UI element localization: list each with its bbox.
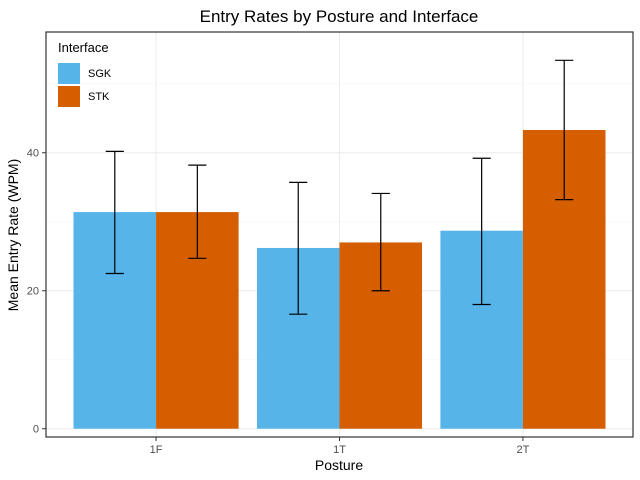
y-tick-label: 0 <box>33 424 39 436</box>
legend-title: Interface <box>58 40 109 55</box>
x-axis-title: Posture <box>315 457 363 473</box>
legend-key-sgk <box>58 63 80 84</box>
x-tick-label: 1F <box>150 444 163 456</box>
chart-title: Entry Rates by Posture and Interface <box>200 7 479 26</box>
legend: Interface SGK STK <box>58 40 112 107</box>
x-tick-label: 1T <box>333 444 346 456</box>
y-tick-label: 20 <box>27 286 39 298</box>
legend-label-stk: STK <box>88 91 110 103</box>
legend-key-stk <box>58 86 80 107</box>
axis-ticks: 0 20 40 1F 1T 2T <box>27 148 530 456</box>
y-axis-title: Mean Entry Rate (WPM) <box>5 159 21 311</box>
y-tick-label: 40 <box>27 148 39 160</box>
legend-label-sgk: SGK <box>88 68 112 80</box>
error-bars <box>105 59 574 315</box>
x-tick-label: 2T <box>517 444 530 456</box>
